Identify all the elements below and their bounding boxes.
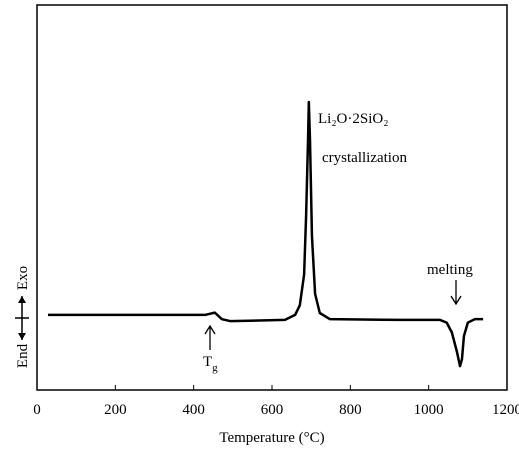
y-axis-label: End Exo [15, 266, 31, 368]
x-tick-label: 800 [339, 402, 362, 418]
plot-frame [36, 4, 508, 391]
x-tick-label: 600 [261, 402, 284, 418]
x-tick-label: 400 [182, 402, 205, 418]
tg-arrow [204, 324, 216, 350]
melting-arrow [450, 280, 462, 306]
y-label-end: End [15, 343, 31, 368]
x-axis-label: Temperature (°C) [219, 430, 324, 446]
annotation-crystallization: crystallization [322, 150, 407, 166]
tg-sub: g [212, 362, 218, 374]
annotation-formula: Li₂O·2SiO₂ [318, 111, 388, 127]
x-tick-label: 200 [104, 402, 127, 418]
annotation-melting: melting [427, 262, 473, 278]
y-label-exo: Exo [15, 266, 31, 290]
x-tick-label: 1000 [414, 402, 444, 418]
tg-main: T [203, 354, 212, 370]
x-tick-label: 0 [33, 402, 41, 418]
annotation-tg: Tg [203, 354, 218, 374]
x-tick-label: 1200 [492, 402, 519, 418]
dsc-curve [47, 100, 484, 368]
